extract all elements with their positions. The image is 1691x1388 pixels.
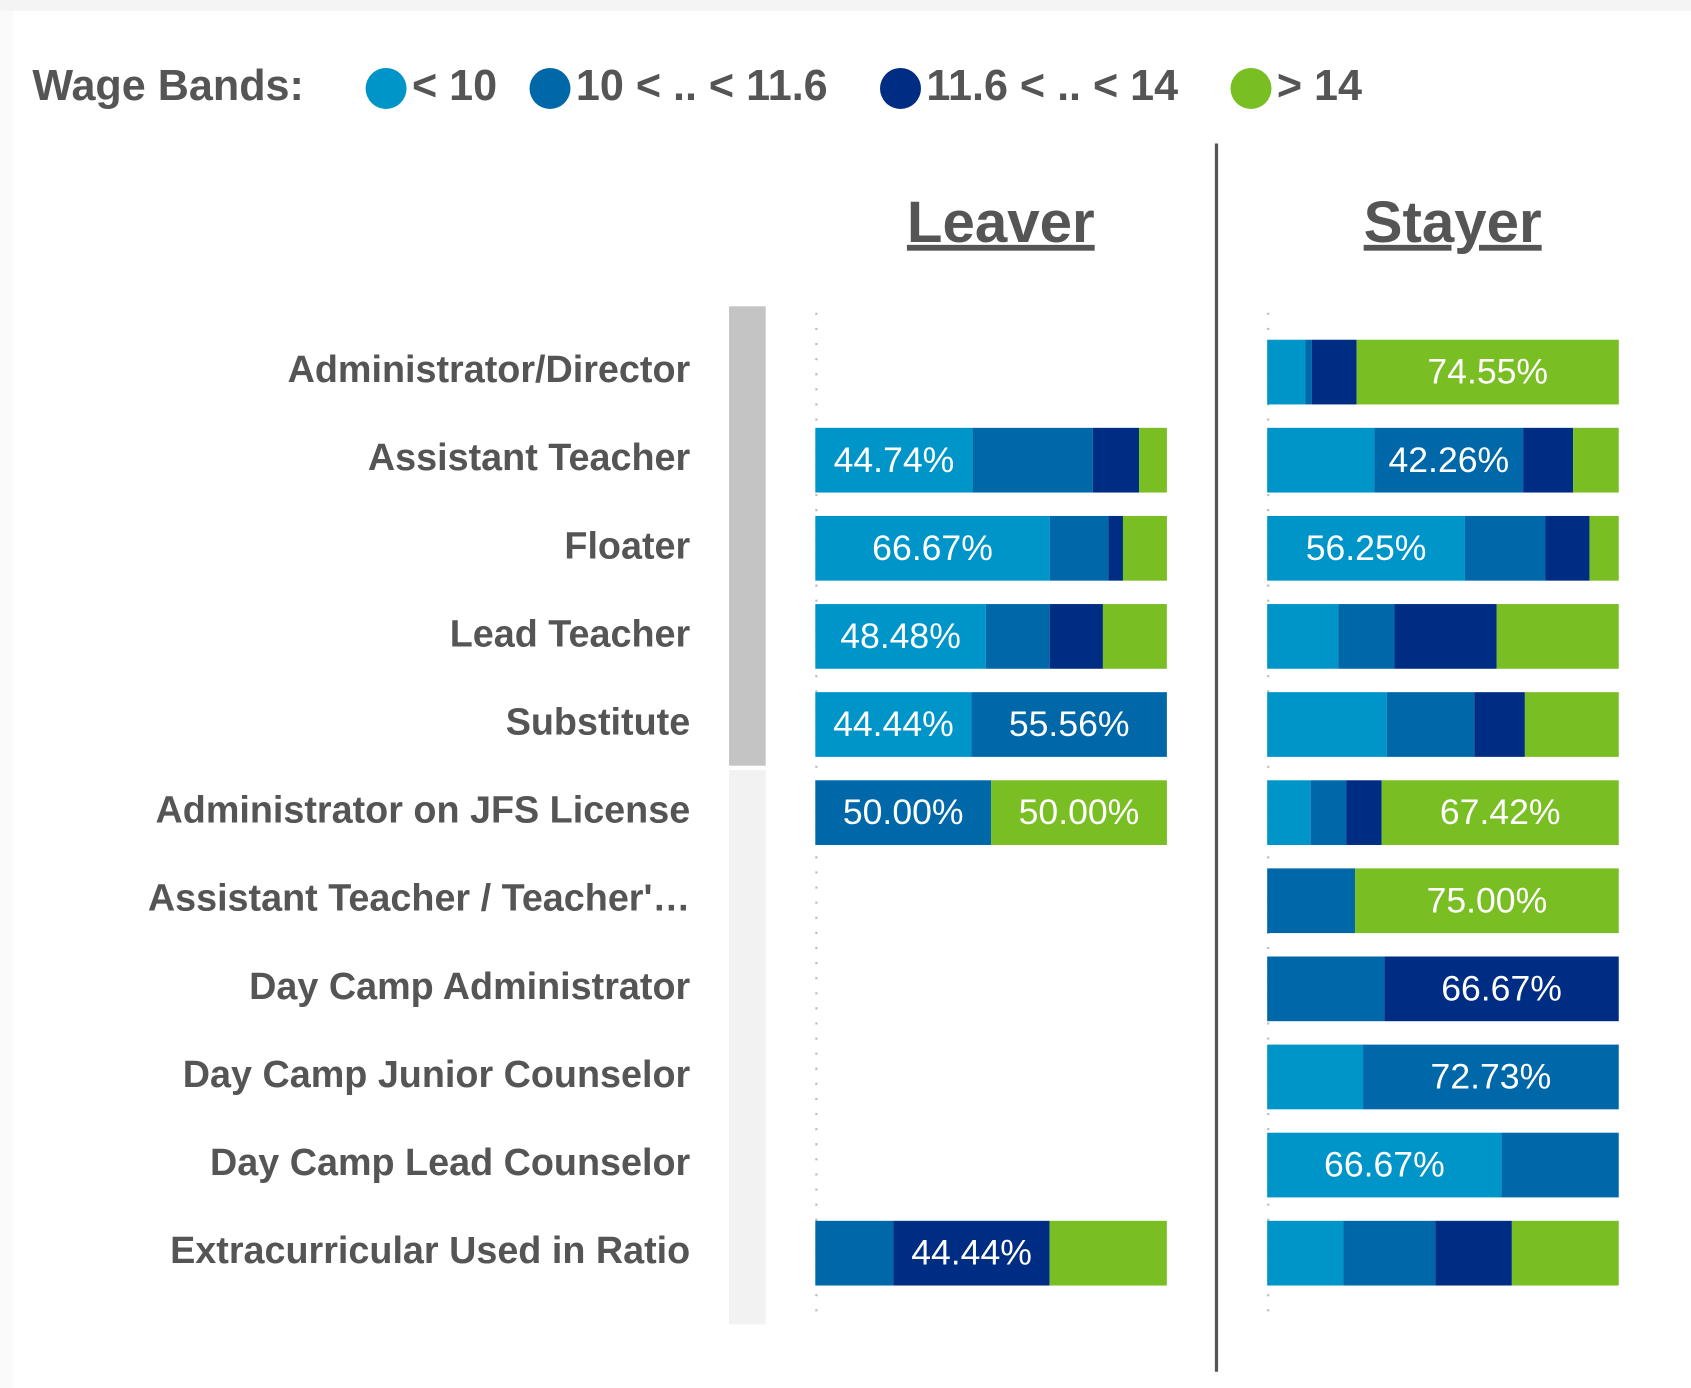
category-label: Administrator on JFS License xyxy=(156,789,691,831)
bar-segment xyxy=(1267,868,1356,934)
data-label: 44.44% xyxy=(911,1233,1032,1273)
bar-segment xyxy=(1384,956,1619,1022)
category-label: Day Camp Administrator xyxy=(249,965,690,1007)
data-label: 74.55% xyxy=(1427,352,1548,392)
bar-segment xyxy=(1363,1044,1619,1110)
legend-title: Wage Bands: xyxy=(32,62,304,110)
left-strip xyxy=(0,10,13,1388)
bar-segment xyxy=(1464,515,1546,581)
data-label: 56.25% xyxy=(1306,528,1427,568)
bar-segment xyxy=(1267,604,1339,669)
bar-segment xyxy=(1267,956,1385,1022)
panel-title: Leaver xyxy=(907,190,1095,255)
category-label: Floater xyxy=(564,524,690,566)
legend-label: < 10 xyxy=(412,62,497,110)
bar-segment xyxy=(1381,780,1619,845)
legend-swatch xyxy=(880,67,921,109)
bar-segment xyxy=(1523,427,1574,493)
bar-segment xyxy=(1267,515,1465,581)
legend-label: 10 < .. < 11.6 xyxy=(576,62,828,110)
bar-segment xyxy=(815,604,986,669)
bar-segment xyxy=(1310,780,1347,845)
category-label: Assistant Teacher xyxy=(368,436,691,478)
data-label: 42.26% xyxy=(1388,440,1509,480)
bar-segment xyxy=(1267,339,1306,405)
bar-segment xyxy=(991,780,1167,845)
category-label: Lead Teacher xyxy=(450,612,691,654)
bar-segment xyxy=(972,427,1093,493)
bar-segment xyxy=(1092,427,1140,493)
bar-segment xyxy=(1267,692,1387,757)
category-label: Administrator/Director xyxy=(288,348,691,390)
bar-segment xyxy=(1355,868,1619,934)
bar-segment xyxy=(1545,515,1590,581)
bar-segment xyxy=(1049,604,1103,669)
data-label: 66.67% xyxy=(1324,1145,1445,1185)
data-label: 55.56% xyxy=(1009,704,1130,744)
bar-segment xyxy=(815,1220,894,1286)
bar-segment xyxy=(1496,604,1619,669)
bar-segment xyxy=(1394,604,1497,669)
bar-segment xyxy=(1139,427,1167,493)
bar-segment xyxy=(1122,515,1167,581)
category-label: Extracurricular Used in Ratio xyxy=(170,1229,690,1271)
data-label: 44.44% xyxy=(833,704,954,744)
data-label: 50.00% xyxy=(843,792,964,832)
bar-segment xyxy=(1524,692,1619,757)
data-label: 72.73% xyxy=(1431,1057,1552,1097)
legend-swatch xyxy=(529,67,571,109)
bar-segment xyxy=(1435,1220,1512,1286)
bar-segment xyxy=(815,515,1050,581)
bar-segment xyxy=(1267,1220,1344,1286)
bar-segment xyxy=(1049,1220,1167,1286)
category-label: Day Camp Lead Counselor xyxy=(210,1141,690,1183)
scrollbar-thumb[interactable] xyxy=(729,306,766,766)
bar-segment xyxy=(1108,515,1123,581)
legend-label: 11.6 < .. < 14 xyxy=(926,62,1178,110)
bar-segment xyxy=(1511,1220,1619,1286)
bar-segment xyxy=(1267,1044,1364,1110)
data-label: 48.48% xyxy=(840,616,961,656)
bar-segment xyxy=(1589,515,1619,581)
bar-segment xyxy=(1474,692,1525,757)
data-label: 67.42% xyxy=(1440,792,1561,832)
bar-segment xyxy=(1573,427,1619,493)
bar-segment xyxy=(1267,780,1311,845)
bar-segment xyxy=(1343,1220,1436,1286)
bar-segment xyxy=(1386,692,1475,757)
bar-segment xyxy=(1305,339,1312,405)
legend-swatch xyxy=(1230,67,1272,109)
panel-title: Stayer xyxy=(1364,190,1542,255)
bar-segment xyxy=(815,780,992,845)
category-label: Substitute xyxy=(506,700,690,742)
bar-segment xyxy=(1049,515,1109,581)
legend-swatch xyxy=(365,67,407,109)
data-label: 50.00% xyxy=(1019,792,1140,832)
bar-segment xyxy=(1102,604,1167,669)
bar-segment xyxy=(1501,1132,1619,1198)
bar-segment xyxy=(1346,780,1382,845)
bar-segment xyxy=(971,692,1167,757)
bar-segment xyxy=(1374,427,1524,493)
data-label: 66.67% xyxy=(872,528,993,568)
bar-segment xyxy=(1311,339,1357,405)
category-label: Assistant Teacher / Teacher'… xyxy=(148,877,690,919)
scrollbar-track[interactable] xyxy=(729,770,766,1325)
bar-segment xyxy=(1267,427,1375,493)
bar-segment xyxy=(1338,604,1395,669)
bar-segment xyxy=(985,604,1050,669)
data-label: 44.74% xyxy=(834,440,955,480)
bar-segment xyxy=(815,427,973,493)
category-label: Day Camp Junior Counselor xyxy=(183,1053,691,1095)
bar-segment xyxy=(815,692,972,757)
bar-segment xyxy=(1267,1132,1502,1198)
legend-label: > 14 xyxy=(1277,62,1362,110)
data-label: 75.00% xyxy=(1427,880,1548,920)
top-strip xyxy=(0,0,1691,11)
data-label: 66.67% xyxy=(1441,968,1562,1008)
bar-segment xyxy=(1356,339,1619,405)
bar-segment xyxy=(893,1220,1050,1286)
